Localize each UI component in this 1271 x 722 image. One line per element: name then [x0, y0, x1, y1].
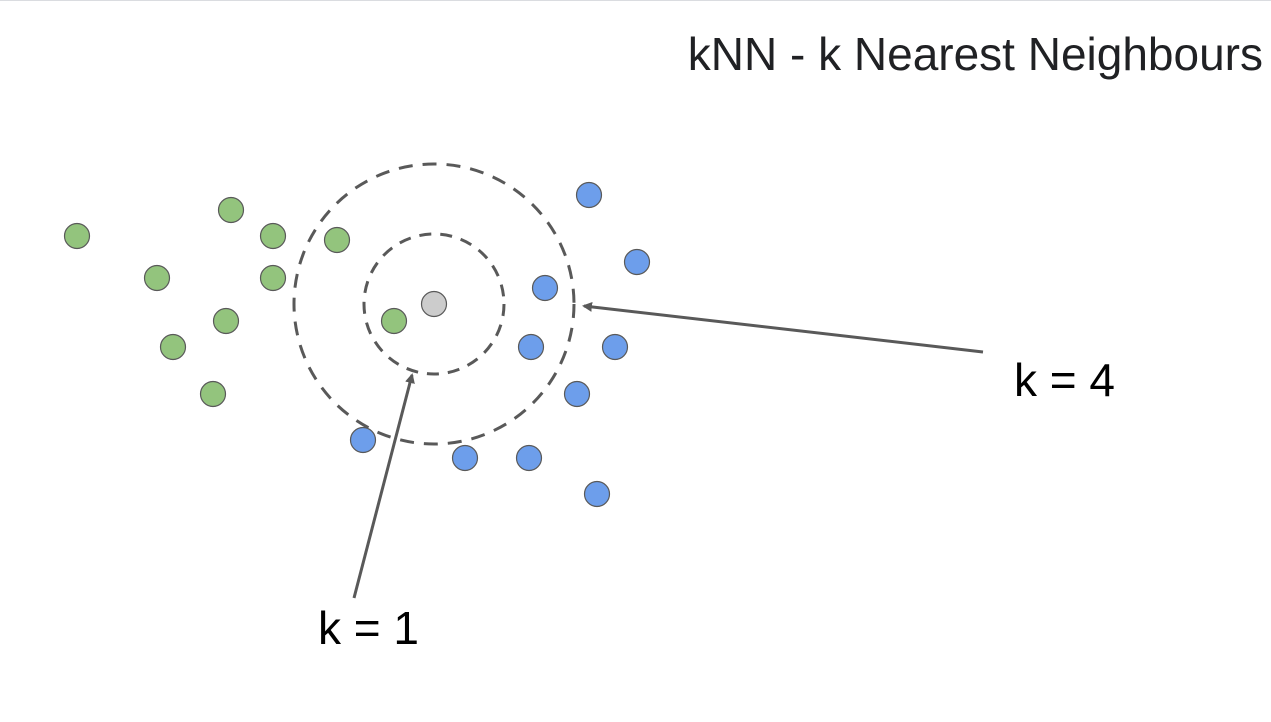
class-b-point: [601, 333, 629, 361]
k4-label: k = 4: [1014, 354, 1116, 406]
query-point: [420, 290, 448, 318]
class-a-point: [159, 333, 187, 361]
class-a-point: [199, 380, 227, 408]
class-b-point: [531, 274, 559, 302]
class-a-point: [380, 307, 408, 335]
class-b-point: [575, 181, 603, 209]
class-a-point: [259, 222, 287, 250]
class-b-points: [349, 181, 651, 508]
class-b-point: [349, 426, 377, 454]
k4-neighbourhood-circle: [292, 162, 576, 446]
class-b-point: [623, 248, 651, 276]
class-a-point: [323, 226, 351, 254]
top-divider: [0, 0, 1271, 1]
k1-arrow: [352, 373, 415, 599]
k1-label: k = 1: [318, 602, 420, 654]
class-a-point: [143, 264, 171, 292]
class-b-point: [515, 444, 543, 472]
class-a-point: [63, 222, 91, 250]
class-a-point: [259, 264, 287, 292]
class-a-point: [212, 307, 240, 335]
class-a-point: [217, 196, 245, 224]
k1-neighbourhood-circle: [362, 232, 506, 376]
class-b-point: [451, 444, 479, 472]
class-b-point: [563, 380, 591, 408]
class-a-points: [63, 196, 408, 408]
k4-arrow: [582, 301, 984, 354]
class-b-point: [517, 333, 545, 361]
diagram-title: kNN - k Nearest Neighbours: [687, 28, 1263, 80]
class-b-point: [583, 480, 611, 508]
